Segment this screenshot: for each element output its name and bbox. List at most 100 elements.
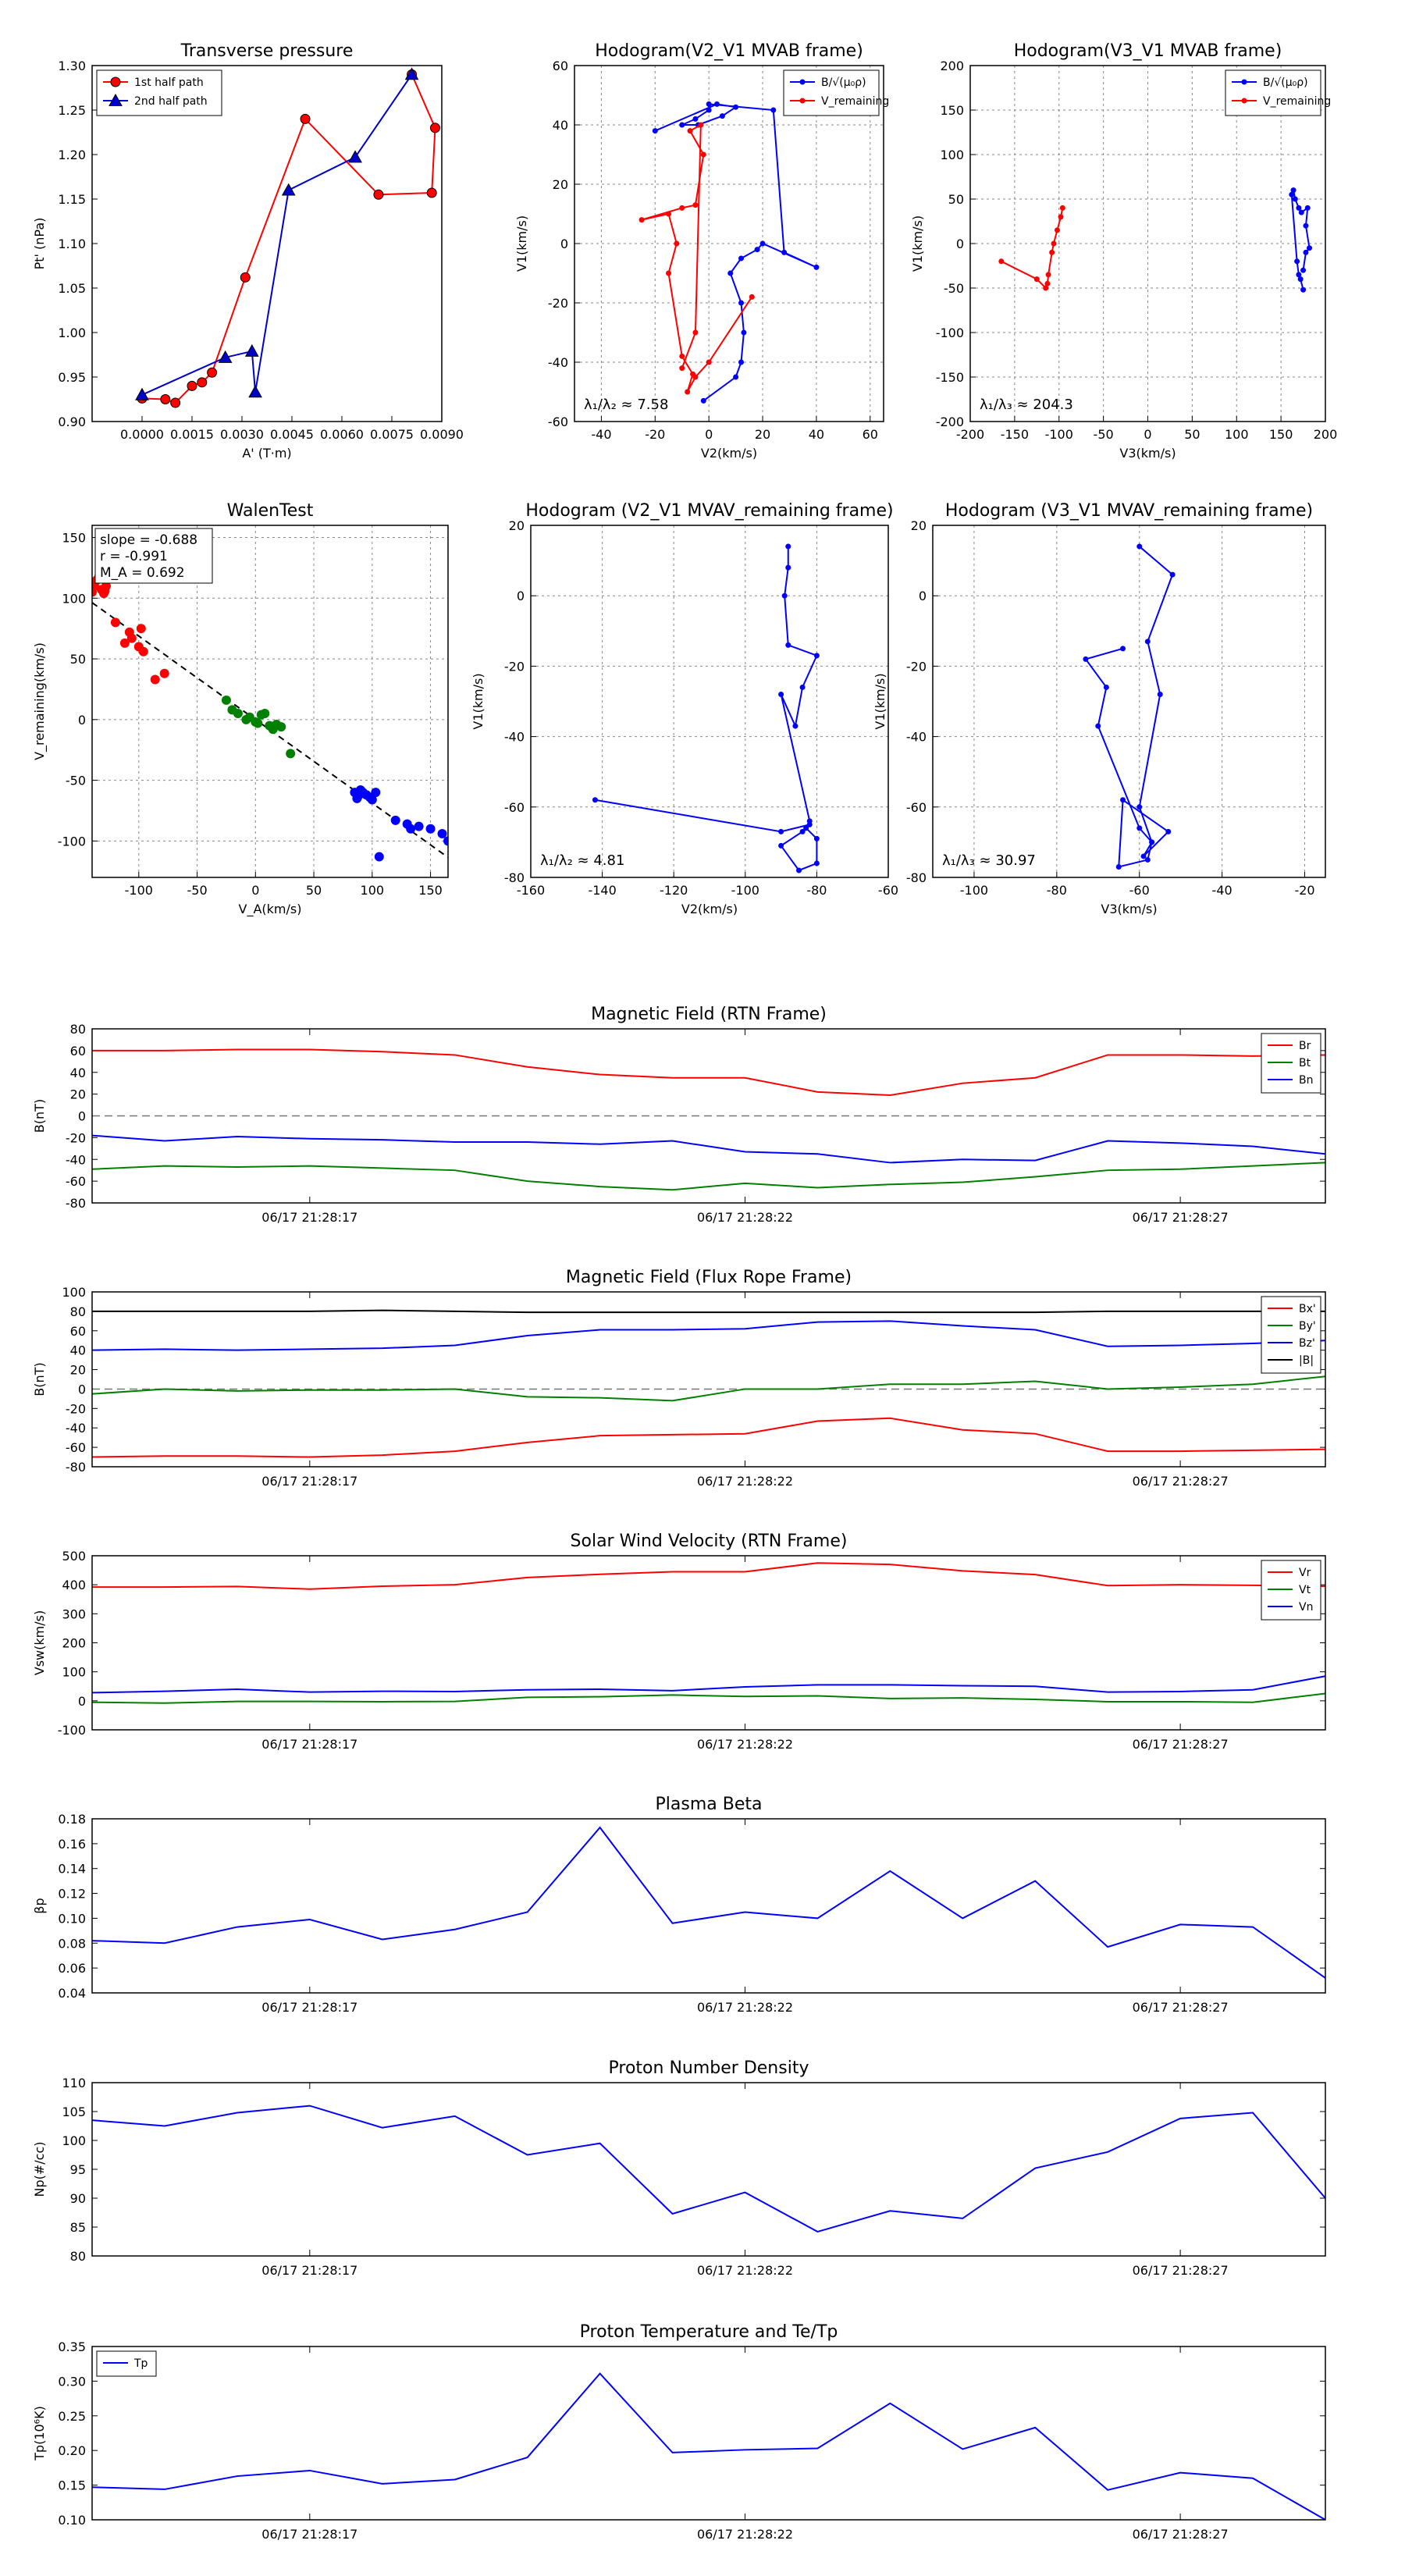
y-tick-label: 100 [62, 1665, 86, 1680]
y-tick-label: 40 [70, 1343, 86, 1358]
x-tick-label: -50 [1094, 427, 1114, 442]
y-tick-label: 20 [70, 1363, 86, 1378]
x-tick-label: -140 [588, 883, 616, 898]
point-V_remaining [666, 211, 672, 217]
x-tick-label: 0 [705, 427, 713, 442]
y-tick-label: 0.30 [58, 2374, 86, 2389]
stats-frame [94, 528, 213, 584]
series-line-1st half path [141, 73, 436, 404]
chart-tp: 0.0000 0.0015 0.0030 0.0045 0.0060 0.0075 0.00… [32, 41, 464, 461]
series-line-Tp [91, 2372, 1326, 2521]
point-B/√(μ₀ρ) [1297, 276, 1304, 283]
point-V_remaining [1051, 240, 1057, 247]
point-B/√(μ₀ρ) [733, 374, 739, 380]
plot-area [92, 571, 448, 862]
stats-line: slope = -0.688 [100, 532, 197, 548]
x-tick-label: 06/17 21:28:22 [697, 2263, 793, 2278]
y-tick-label: 100 [62, 2133, 86, 2148]
y-tick-label: 95 [70, 2162, 86, 2177]
point-B/√(μ₀ρ) [1296, 205, 1302, 211]
y-tick-label: -60 [66, 1174, 86, 1189]
chart-title: Magnetic Field (Flux Rope Frame) [566, 1268, 852, 1287]
y-tick-label: 200 [62, 1636, 86, 1651]
y-axis-label: B(nT) [32, 1099, 47, 1133]
point-blue [367, 795, 377, 805]
axes-frame [969, 65, 1326, 422]
y-tick-label: -40 [906, 730, 927, 745]
x-tick-label: -80 [806, 883, 827, 898]
x-tick-label: 0 [1144, 427, 1151, 442]
plot-area [638, 101, 820, 404]
y-tick-label: 0 [560, 237, 568, 251]
legend-label-Br: Br [1299, 1040, 1311, 1052]
point-green [286, 749, 296, 759]
point-2nd half path [348, 150, 362, 163]
point-V_remaining [799, 98, 806, 104]
point-red [159, 668, 169, 678]
legend: Bx' By' Bz' |B| [1261, 1296, 1321, 1374]
point-B [799, 828, 806, 834]
point-B [1136, 543, 1143, 550]
legend-label-1st half path: 1st half path [134, 76, 204, 89]
y-tick-label: 150 [62, 531, 86, 546]
x-tick-label: 150 [418, 883, 443, 898]
point-B [785, 642, 791, 648]
x-tick-label: -80 [1047, 883, 1067, 898]
x-tick-label: 0.0060 [320, 427, 364, 442]
legend-label-|B|: |B| [1299, 1354, 1314, 1367]
point-B [1165, 828, 1172, 834]
x-tick-label: 06/17 21:28:22 [697, 1474, 793, 1489]
point-B/√(μ₀ρ) [1307, 245, 1313, 251]
y-tick-label: -20 [66, 1130, 86, 1145]
y-tick-label: -40 [66, 1421, 86, 1436]
point-B [813, 860, 820, 866]
y-axis-label: Np(#/cc) [32, 2142, 47, 2197]
y-tick-label: 110 [62, 2076, 86, 2090]
series-line-V_remaining [641, 123, 753, 393]
point-V_remaining [1049, 249, 1055, 255]
point-B [1144, 856, 1151, 863]
point-blue [371, 788, 381, 798]
y-tick-label: 85 [70, 2220, 86, 2235]
stats-line: M_A = 0.692 [100, 565, 185, 581]
point-V_remaining [692, 202, 699, 208]
y-axis-label: Vsw(km/s) [32, 1610, 47, 1675]
point-1st half path [110, 76, 121, 87]
point-2nd half path [248, 385, 262, 398]
point-B/√(μ₀ρ) [738, 359, 744, 365]
point-V_remaining [749, 294, 755, 300]
x-tick-label: 06/17 21:28:17 [261, 2000, 357, 2015]
x-tick-label: 0.0045 [270, 427, 314, 442]
point-B/√(μ₀ρ) [738, 255, 744, 262]
point-red [101, 581, 111, 591]
chart-title: WalenTest [227, 501, 314, 521]
series-line-Bt [91, 1162, 1326, 1191]
y-tick-label: 50 [948, 192, 964, 207]
y-tick-label: 1.20 [58, 148, 86, 162]
plot-area [592, 543, 820, 873]
y-axis-label: Pt' (nPa) [32, 218, 47, 270]
y-tick-label: 0 [517, 589, 525, 603]
y-tick-label: 90 [70, 2191, 86, 2206]
y-tick-label: -150 [936, 370, 964, 385]
y-tick-label: -100 [58, 1723, 86, 1738]
chart-title: Hodogram (V3_V1 MVAV_remaining frame) [945, 501, 1313, 521]
point-B [796, 867, 802, 873]
point-B/√(μ₀ρ) [813, 264, 820, 270]
y-tick-label: 80 [70, 1022, 86, 1037]
point-B/√(μ₀ρ) [706, 101, 712, 107]
point-B/√(μ₀ρ) [1290, 187, 1297, 194]
chart-h1: -40 -20 0 20 40 60 -60 -40 -20 0 20 40 60 Hodogram(V2… [514, 41, 889, 461]
y-axis-label: βp [32, 1898, 47, 1913]
chart-title: Transverse pressure [180, 41, 354, 61]
point-1st half path [240, 272, 251, 283]
ratio-annotation: λ₁/λ₂ ≈ 7.58 [584, 397, 668, 413]
legend: Br Bt Bn [1261, 1033, 1321, 1094]
chart-bflux: -80 -60 -40 -20 0 20 40 60 80 100 06/17 21:28:17 06… [32, 1268, 1326, 1489]
y-tick-label: 80 [70, 2249, 86, 2264]
point-B/√(μ₀ρ) [759, 240, 766, 247]
y-tick-label: -100 [58, 834, 86, 849]
stats-line: r = -0.991 [100, 549, 168, 564]
x-tick-label: 06/17 21:28:27 [1133, 1210, 1229, 1225]
legend-label-Bt: Bt [1299, 1057, 1311, 1069]
